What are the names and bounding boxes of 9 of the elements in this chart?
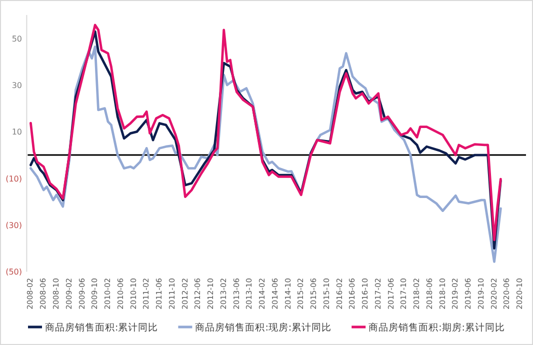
y-tick-label: 30	[12, 81, 22, 90]
y-tick-label: 10	[12, 128, 22, 137]
legend-label: 商品房销售面积:累计同比	[44, 322, 158, 334]
y-tick-label: (50)	[6, 268, 22, 277]
legend-label: 商品房销售面积:期房:累计同比	[368, 322, 506, 334]
legend-label: 商品房销售面积:现房:累计同比	[195, 322, 332, 334]
y-tick-label: (10)	[6, 174, 22, 184]
y-tick-label: 50	[12, 34, 22, 44]
y-tick-label: (30)	[6, 221, 22, 230]
